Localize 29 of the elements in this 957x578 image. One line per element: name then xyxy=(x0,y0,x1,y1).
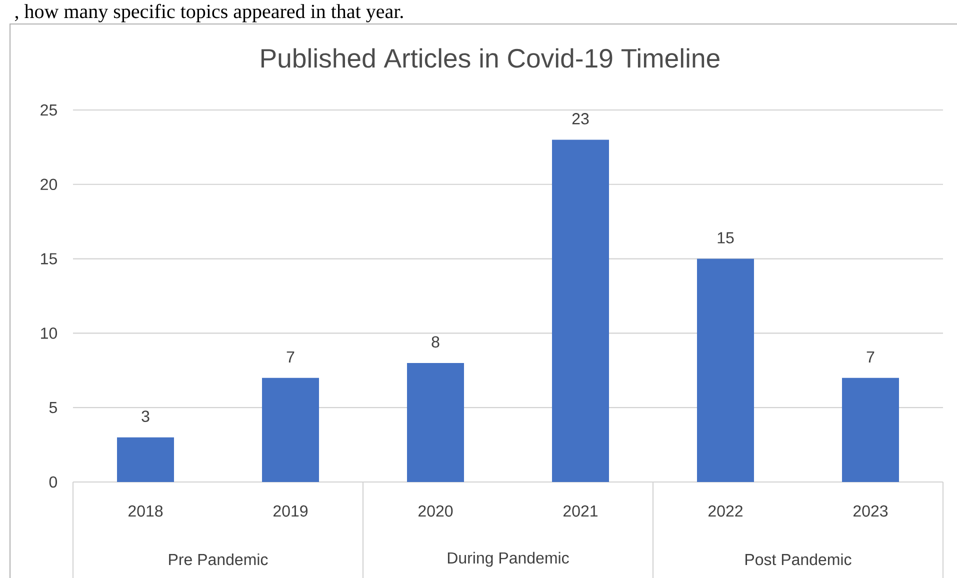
data-label: 7 xyxy=(286,351,294,362)
y-tick-label: 10 xyxy=(41,328,58,339)
data-label: 7 xyxy=(866,351,874,362)
x-tick-label: 2019 xyxy=(274,505,308,517)
text: Post Pandemic xyxy=(746,553,852,566)
bar xyxy=(552,140,609,482)
data-label: 3 xyxy=(142,410,150,422)
x-tick-label: 2020 xyxy=(418,505,453,517)
data-label: 8 xyxy=(432,336,440,348)
text: , how many specific topics appeared in that year. xyxy=(15,4,403,22)
x-tick-label: 2021 xyxy=(564,505,598,517)
bar xyxy=(842,378,899,482)
x-tick-label: 2022 xyxy=(708,505,742,517)
bar xyxy=(407,362,464,482)
bar xyxy=(262,378,320,482)
bar xyxy=(117,437,174,482)
y-tick-label: 15 xyxy=(41,253,57,264)
x-tick-label: 2023 xyxy=(853,505,888,517)
text: During Pandemic xyxy=(448,552,569,567)
bar xyxy=(697,258,754,482)
y-tick-label: 20 xyxy=(40,178,58,190)
y-tick-label: 5 xyxy=(49,402,57,414)
y-tick-label: 0 xyxy=(49,476,58,488)
data-label: 23 xyxy=(572,113,589,124)
data-label: 15 xyxy=(718,232,734,244)
text: Pre Pandemic xyxy=(169,553,268,566)
x-tick-label: 2018 xyxy=(128,505,163,517)
chart-title: Published Articles in Covid-19 Timeline xyxy=(261,48,720,68)
y-tick-label: 25 xyxy=(40,104,57,116)
